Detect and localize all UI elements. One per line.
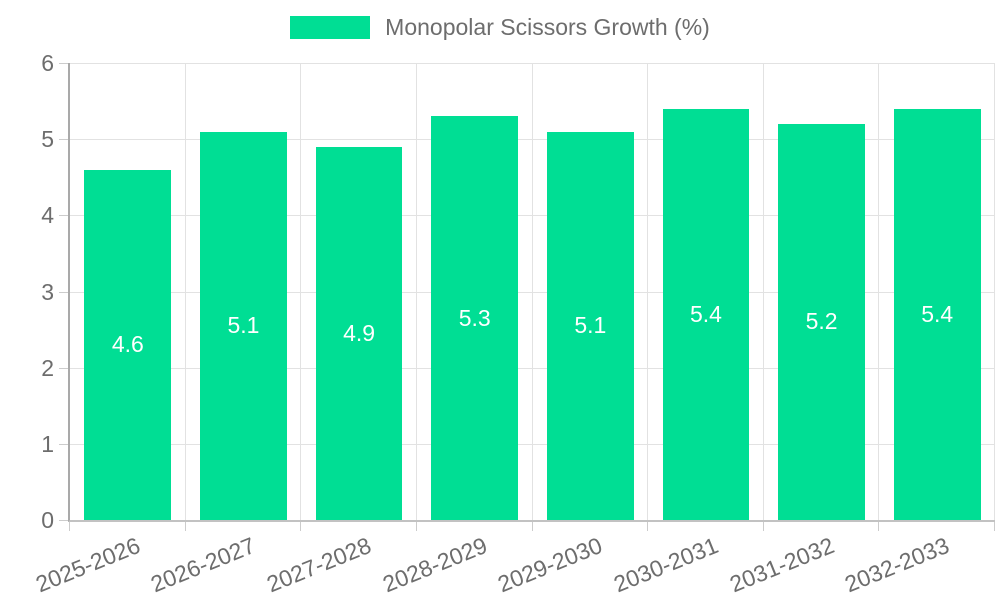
x-axis-tick [300,522,302,531]
bar[interactable]: 4.9 [315,146,403,520]
y-axis-tick [59,520,68,521]
legend-swatch-icon [290,16,371,39]
bar-value-label: 4.6 [111,331,144,358]
bar-value-label: 4.9 [343,319,376,346]
gridline-horizontal [70,215,995,217]
x-axis-category-label: 2025-2026 [31,532,144,598]
x-axis-category-label: 2030-2031 [609,532,722,598]
y-axis-tick [59,291,68,293]
y-axis-tick-label: 6 [41,50,54,76]
gridline-horizontal [70,367,995,369]
bar[interactable]: 5.4 [662,108,750,520]
y-axis-tick-label: 3 [41,278,54,305]
gridline-vertical [184,63,186,520]
x-axis-category-label: 2026-2027 [147,532,260,598]
y-axis-tick-label: 2 [41,354,54,381]
bar-value-label: 5.2 [805,308,838,335]
bar[interactable]: 5.1 [546,131,634,520]
bar-value-label: 5.4 [689,300,722,327]
y-axis-tick [59,443,68,445]
x-axis-tick [762,522,764,531]
gridline-horizontal [70,139,995,141]
gridline-vertical [878,63,880,520]
plot-area: 0 1 2 3 4 5 6 4.6 2025-2026 5.1 2026-2027 4.9 2027-2… [32,51,995,597]
gridline-vertical [415,63,417,520]
bar[interactable]: 5.3 [431,116,519,520]
y-axis-tick-label: 1 [41,430,54,457]
y-axis-tick [59,367,68,369]
x-axis-category-label: 2029-2030 [494,532,607,598]
bar-value-label: 5.1 [574,312,607,339]
y-axis-tick-label: 5 [41,126,54,153]
x-axis-tick [184,522,186,531]
bar[interactable]: 5.2 [778,123,865,520]
bar[interactable]: 5.1 [200,131,287,520]
bar-value-label: 5.1 [227,312,260,339]
y-axis-tick [59,215,68,217]
x-axis-tick [994,522,995,531]
x-axis-category-label: 2027-2028 [263,532,375,598]
x-axis-tick [531,522,533,531]
x-axis-tick [878,522,880,531]
gridline-vertical [762,63,764,520]
gridline-vertical [994,63,995,520]
x-axis-tick [647,522,649,531]
y-axis-tick-label: 4 [41,202,54,229]
x-axis-tick [69,522,70,531]
legend-label: Monopolar Scissors Growth (%) [385,14,710,40]
bar[interactable]: 4.6 [84,169,172,520]
bar[interactable]: 5.4 [893,108,981,520]
bar-value-label: 5.3 [458,304,491,331]
legend-item[interactable]: Monopolar Scissors Growth (%) [290,14,710,41]
y-axis-tick-label: 0 [41,507,54,533]
x-axis-category-label: 2031-2032 [725,532,838,598]
x-axis-tick [415,522,417,531]
gridline-horizontal [70,291,995,293]
x-axis-category-label: 2032-2033 [841,532,953,598]
x-axis-category-label: 2028-2029 [378,532,491,598]
legend: Monopolar Scissors Growth (%) [0,14,1000,41]
y-axis-tick [59,63,68,64]
gridline-vertical [647,63,649,520]
gridline-horizontal [70,63,995,64]
bar-value-label: 5.4 [921,300,954,327]
gridline-vertical [531,63,533,520]
gridline-horizontal [70,443,995,445]
gridline-vertical [300,63,302,520]
y-axis-tick [59,139,68,141]
